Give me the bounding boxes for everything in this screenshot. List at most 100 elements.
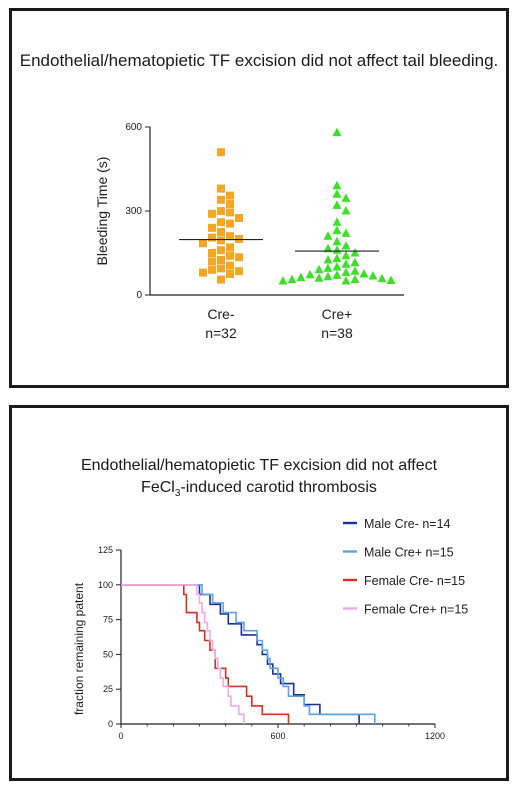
y-tick-label: 100 — [98, 580, 113, 590]
data-point — [226, 191, 234, 200]
y-tick-label: 125 — [98, 545, 113, 555]
series-line-3 — [121, 584, 245, 724]
data-point — [341, 250, 351, 260]
data-point — [314, 264, 324, 274]
data-point — [217, 228, 225, 236]
data-point — [287, 274, 297, 284]
data-point — [217, 264, 225, 273]
data-point — [332, 262, 342, 271]
data-point — [208, 233, 216, 242]
data-point — [323, 271, 333, 281]
x-tick-label: 1200 — [425, 731, 445, 741]
data-point — [226, 270, 234, 278]
data-point — [208, 223, 216, 232]
y-tick-label: 75 — [103, 615, 113, 625]
data-point — [217, 195, 225, 204]
y-tick-label: 50 — [103, 649, 113, 659]
data-point — [217, 148, 225, 157]
data-point — [350, 257, 360, 267]
data-point — [350, 266, 360, 275]
x-tick-label: 600 — [270, 731, 285, 741]
data-point — [368, 270, 378, 280]
data-point — [217, 256, 225, 264]
data-point — [323, 243, 333, 253]
legend-label-1: Male Cre+ n=15 — [364, 546, 454, 560]
tail-bleeding-scatter-plot: 0 300 600 Bleeding Time (s) Cre-n=32 Cre+ n=38 — [94, 122, 404, 341]
data-point — [341, 206, 351, 215]
x-category-label: Cre+ — [322, 306, 353, 322]
data-point — [208, 265, 216, 274]
data-point — [235, 267, 243, 276]
data-point — [332, 217, 342, 226]
data-point — [226, 208, 234, 217]
data-point — [332, 253, 342, 263]
carotid-thrombosis-step-plot: 0 25 50 75 100 125 0 600 1200 fraction remaining … — [72, 517, 468, 741]
x-category-n-label: n=38 — [321, 325, 353, 341]
x-category-label: Cre- — [207, 306, 235, 322]
data-point — [377, 273, 387, 283]
legend-label-0: Male Cre- n=14 — [364, 517, 451, 531]
data-point — [235, 253, 243, 262]
data-point — [217, 218, 225, 227]
y-tick-label: 0 — [108, 719, 113, 729]
data-point — [332, 225, 342, 235]
y-axis-label: Bleeding Time (s) — [94, 157, 110, 266]
data-point — [226, 200, 234, 208]
data-point — [350, 274, 360, 284]
data-point — [332, 189, 342, 198]
data-point — [305, 269, 315, 279]
data-point — [341, 228, 351, 237]
data-point — [217, 236, 225, 245]
data-point — [226, 232, 234, 241]
series-line-0 — [121, 584, 360, 724]
chart-title-line-1: Endothelial/hematopietic TF excision did… — [80, 457, 438, 474]
chart-title-tail-bleeding: Endothelial/hematopietic TF excision did… — [19, 51, 499, 70]
data-point — [332, 236, 342, 246]
series-Cre- — [199, 148, 243, 284]
data-point — [217, 275, 225, 284]
data-point — [323, 263, 333, 272]
data-point — [332, 245, 342, 254]
data-point — [226, 243, 234, 252]
data-point — [226, 219, 234, 228]
data-point — [199, 239, 207, 248]
data-point — [278, 276, 288, 285]
legend-label-3: Female Cre+ n=15 — [364, 603, 468, 617]
data-point — [323, 231, 333, 240]
data-point — [208, 209, 216, 218]
chart-title-carotid-thrombosis: Endothelial/hematopietic TF excision did… — [12, 455, 506, 505]
data-point — [199, 268, 207, 277]
x-tick-label: 0 — [118, 731, 123, 741]
y-tick-label: 600 — [125, 122, 142, 133]
data-point — [208, 257, 216, 266]
data-point — [341, 193, 351, 202]
data-point — [208, 249, 216, 257]
data-point — [350, 248, 360, 257]
data-point — [217, 207, 225, 215]
data-point — [359, 269, 369, 278]
data-point — [217, 246, 225, 255]
data-point — [341, 241, 351, 250]
data-point — [296, 272, 306, 282]
data-point — [226, 251, 234, 260]
data-point — [341, 259, 351, 268]
chart-title-pre: FeCl — [141, 479, 175, 496]
data-point — [332, 127, 342, 137]
data-point — [386, 275, 396, 284]
panel-carotid-thrombosis: Endothelial/hematopietic TF excision did… — [9, 405, 509, 781]
data-point — [323, 255, 333, 264]
x-category-n-label: n=32 — [205, 325, 237, 341]
y-tick-label: 0 — [136, 290, 142, 301]
data-point — [332, 180, 342, 190]
series-line-1 — [121, 584, 376, 724]
y-axis-label: fraction remaining patent — [72, 582, 86, 715]
data-point — [235, 214, 243, 222]
data-point — [314, 273, 324, 282]
chart-title-post: -induced carotid thrombosis — [180, 479, 377, 496]
data-point — [217, 184, 225, 193]
chart-title-subscript: 3 — [174, 488, 181, 500]
data-point — [332, 200, 342, 209]
panel-tail-bleeding: Endothelial/hematopietic TF excision did… — [9, 8, 509, 388]
y-tick-label: 300 — [125, 206, 142, 217]
legend-label-2: Female Cre- n=15 — [364, 574, 465, 588]
